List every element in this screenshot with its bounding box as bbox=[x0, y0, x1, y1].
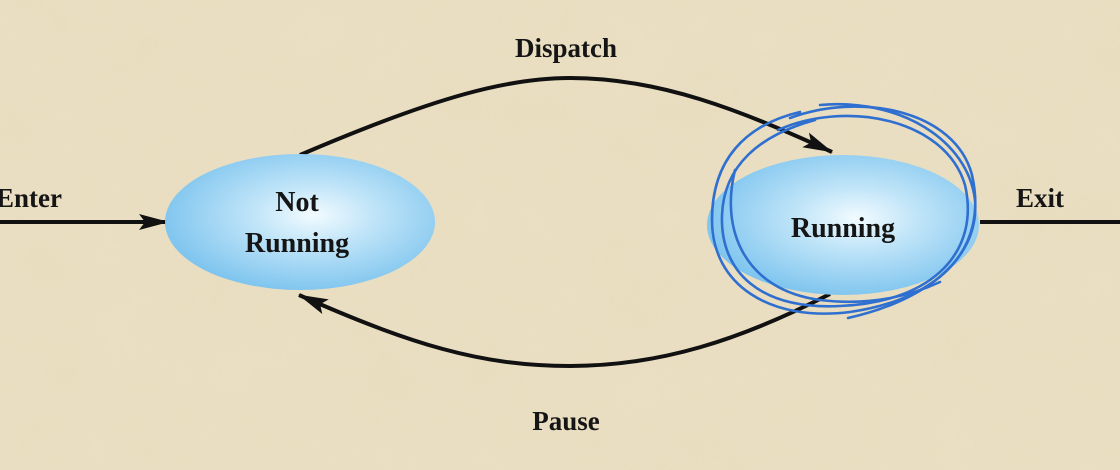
state-running: Running bbox=[707, 155, 979, 295]
pause-label: Pause bbox=[532, 406, 600, 436]
pause-arrow bbox=[298, 292, 831, 369]
enter-label: Enter bbox=[0, 183, 62, 213]
running-label: Running bbox=[791, 213, 895, 244]
not-running-label-line2: Running bbox=[245, 228, 349, 259]
not-running-label-line1: Not bbox=[275, 187, 319, 218]
highlight-annotation bbox=[710, 102, 977, 320]
exit-label: Exit bbox=[1016, 183, 1064, 213]
state-not-running: Not Running bbox=[165, 154, 435, 290]
dispatch-arrow bbox=[299, 75, 833, 157]
dispatch-label: Dispatch bbox=[515, 33, 617, 63]
